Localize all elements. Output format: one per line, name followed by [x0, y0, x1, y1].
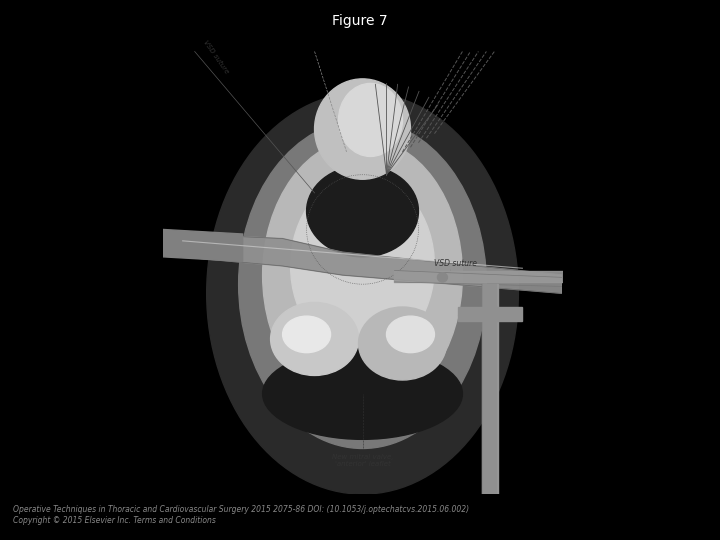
Ellipse shape: [271, 302, 359, 375]
Polygon shape: [482, 284, 498, 494]
Ellipse shape: [238, 120, 487, 448]
Text: VSD suture: VSD suture: [203, 39, 230, 75]
Ellipse shape: [387, 316, 434, 353]
Ellipse shape: [283, 316, 330, 353]
Polygon shape: [459, 307, 523, 321]
Text: VSD suture: VSD suture: [434, 259, 477, 268]
Text: New mitral valve,
'anterior' leaflet: New mitral valve, 'anterior' leaflet: [332, 454, 393, 467]
Ellipse shape: [263, 138, 462, 412]
Text: Copyright © 2015 Elsevier Inc. Terms and Conditions: Copyright © 2015 Elsevier Inc. Terms and…: [13, 516, 216, 525]
Ellipse shape: [359, 307, 446, 380]
Ellipse shape: [315, 79, 410, 179]
Text: Operative Techniques in Thoracic and Cardiovascular Surgery 2015 2075-86 DOI: (1: Operative Techniques in Thoracic and Car…: [13, 505, 469, 514]
Polygon shape: [163, 230, 243, 261]
Ellipse shape: [307, 166, 418, 257]
Ellipse shape: [438, 273, 447, 282]
Polygon shape: [183, 234, 562, 293]
Ellipse shape: [291, 175, 434, 357]
Ellipse shape: [207, 92, 518, 494]
Text: Figure 7: Figure 7: [332, 14, 388, 28]
Ellipse shape: [338, 83, 402, 157]
Ellipse shape: [263, 348, 462, 440]
